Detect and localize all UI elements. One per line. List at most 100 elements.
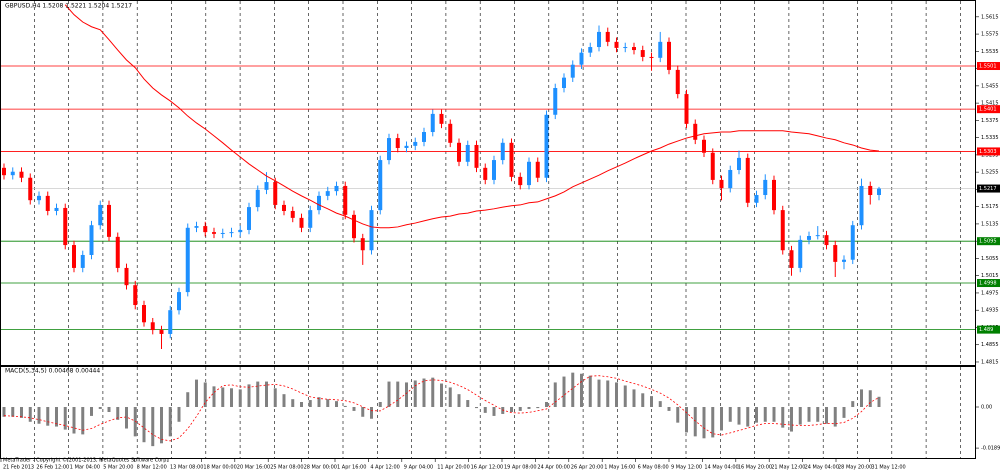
y-tick-label: 1.5375 xyxy=(981,118,999,124)
macd-bar xyxy=(125,407,128,429)
macd-bar xyxy=(282,394,286,407)
candle-body xyxy=(80,254,85,268)
candle-body xyxy=(142,305,146,323)
macd-bar xyxy=(11,407,15,417)
macd-bar xyxy=(518,407,522,411)
candle-body xyxy=(850,225,855,260)
candle-body xyxy=(352,214,356,239)
macd-bar xyxy=(781,407,785,428)
candle-body xyxy=(422,132,426,142)
macd-bar xyxy=(807,407,811,422)
x-tick-label: 11 Apr 20:00 xyxy=(437,465,470,471)
current-price-box xyxy=(977,184,1000,193)
macd-bar xyxy=(107,407,111,412)
candle-body xyxy=(859,185,864,226)
candle-body xyxy=(124,267,129,286)
macd-bar xyxy=(483,407,487,413)
candle-body xyxy=(667,41,671,70)
level-label: 1.4998 xyxy=(979,281,997,287)
macd-bar xyxy=(763,407,767,422)
candle-body xyxy=(89,225,94,255)
candle-body xyxy=(763,179,768,196)
candle-body xyxy=(789,250,794,268)
macd-bar xyxy=(702,407,706,439)
x-tick-label: 1 Apr 16:00 xyxy=(337,465,366,471)
candle-body xyxy=(387,138,391,161)
macd-bar xyxy=(816,407,820,422)
candle-body xyxy=(107,204,111,237)
candle-body xyxy=(614,41,619,48)
level-label: 1.5501 xyxy=(979,64,997,70)
candle-body xyxy=(45,195,50,211)
candle-body xyxy=(632,47,636,51)
candle-body xyxy=(544,114,549,178)
macd-bar xyxy=(28,407,32,422)
candle-body xyxy=(63,207,68,246)
candle-body xyxy=(824,235,829,246)
macd-bar xyxy=(396,381,400,407)
x-tick-label: 9 May 12:00 xyxy=(671,465,702,471)
x-tick-label: 28 May 20:00 xyxy=(838,465,872,471)
y-tick-label: 1.5535 xyxy=(981,49,999,55)
candle-body xyxy=(395,138,400,148)
candle-body xyxy=(247,207,251,230)
x-tick-label: 1 Mar 04:00 xyxy=(70,465,100,471)
macd-bar xyxy=(422,378,426,407)
macd-bar xyxy=(300,402,303,407)
y-tick-label: 1.5055 xyxy=(981,256,999,262)
candle-body xyxy=(133,285,138,306)
candle-body xyxy=(308,210,313,228)
plot: 1.56151.55751.55351.54951.54551.54151.53… xyxy=(0,4,1000,471)
candle-body xyxy=(500,142,505,161)
candle-body xyxy=(780,210,785,251)
level-label: 1.5401 xyxy=(979,107,997,113)
macd-bar xyxy=(72,407,76,434)
candle-body xyxy=(10,171,15,176)
macd-bar xyxy=(326,399,330,407)
macd-bar xyxy=(195,379,198,407)
macd-bar xyxy=(711,407,715,438)
macd-bar xyxy=(501,407,505,414)
level-box xyxy=(977,279,1000,288)
macd-bar xyxy=(632,389,636,407)
macd-bar xyxy=(81,407,85,435)
candle-body xyxy=(798,239,803,268)
candle-body xyxy=(588,47,593,53)
level-label: 1.489 xyxy=(979,327,993,333)
macd-y-tick-label: 0.00 xyxy=(981,405,992,411)
footer: MetaTrader - Copyright © 2001-2013, Meta… xyxy=(3,457,168,464)
macd-bar xyxy=(265,381,268,407)
macd-bar xyxy=(842,407,846,418)
macd-bar xyxy=(492,407,496,416)
macd-bar xyxy=(588,375,592,407)
candle-body xyxy=(492,160,496,180)
candle-body xyxy=(185,227,190,293)
macd-bar xyxy=(55,407,58,427)
candle-body xyxy=(369,210,374,251)
macd-bar xyxy=(20,407,23,418)
candle-body xyxy=(737,157,741,170)
x-tick-label: 26 Feb 12:00 xyxy=(36,465,69,471)
y-tick-label: 1.4975 xyxy=(981,290,999,296)
level-label: 1.5095 xyxy=(979,239,997,245)
candle-body xyxy=(334,185,339,192)
macd-bar xyxy=(448,387,452,407)
macd-bar xyxy=(361,407,365,417)
x-tick-label: 5 Mar 20:00 xyxy=(103,465,133,471)
macd-bar xyxy=(343,405,347,407)
candle-body xyxy=(570,64,575,78)
candle-body xyxy=(658,41,663,58)
x-tick-label: 28 Mar 00:00 xyxy=(304,465,337,471)
candle-body xyxy=(605,31,610,42)
macd-bar xyxy=(335,401,338,407)
candle-body xyxy=(649,56,654,58)
candle-body xyxy=(877,188,881,196)
macd-bar xyxy=(475,407,478,409)
macd-bar xyxy=(413,380,417,407)
candle-body xyxy=(115,236,120,268)
level-box xyxy=(977,237,1000,246)
candle-body xyxy=(527,161,531,186)
candle-body xyxy=(54,207,59,211)
current-price-label: 1.5217 xyxy=(979,186,997,192)
